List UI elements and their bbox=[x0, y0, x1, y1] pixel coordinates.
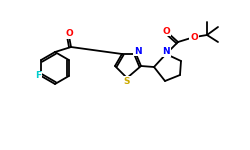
Text: S: S bbox=[124, 76, 130, 85]
Text: O: O bbox=[190, 33, 198, 42]
Text: N: N bbox=[134, 46, 142, 56]
Text: O: O bbox=[65, 30, 73, 39]
Text: O: O bbox=[162, 27, 170, 36]
Text: N: N bbox=[162, 48, 170, 57]
Text: F: F bbox=[35, 72, 41, 81]
